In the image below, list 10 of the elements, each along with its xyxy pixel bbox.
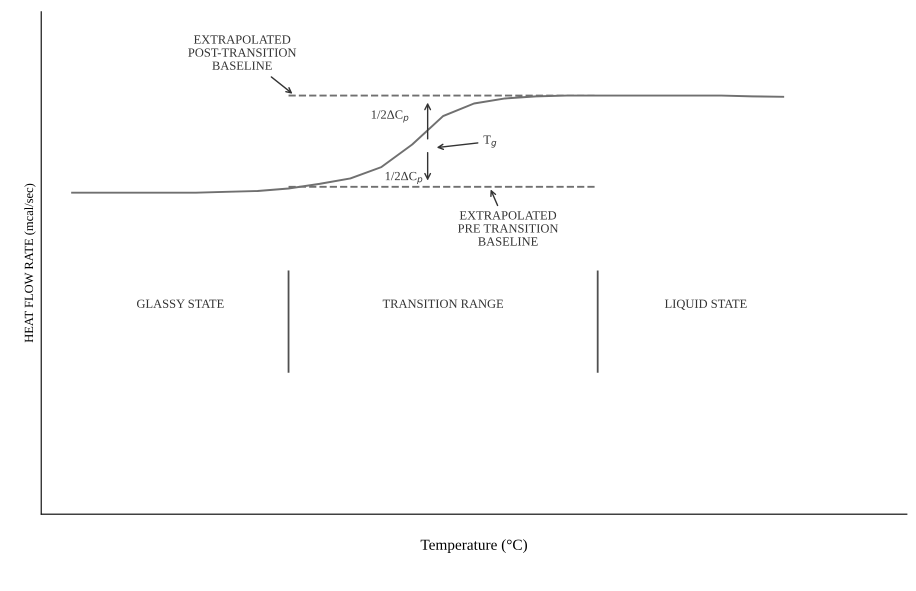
text: EXTRAPOLATED POST-TRANSITION BASELINE [188,35,296,70]
annotation: LIQUID STATE [664,300,747,310]
annotation: GLASSY STATE [136,300,224,308]
annotation: 1/2ΔC$_{p}$ [372,110,408,122]
annotation: 1/2ΔC$_{p}$ [386,172,422,184]
x-axis-title: Temperature (°C) [420,539,527,554]
y-axis-title: HEAT FLOW RATE (mcal/sec) [24,184,36,342]
annotation: EXTRAPOLATED PRE TRANSITION BASELINE [458,211,558,246]
annotation: T$_{g}$ [484,136,496,148]
annotation: TRANSITION RANGE [382,300,504,308]
